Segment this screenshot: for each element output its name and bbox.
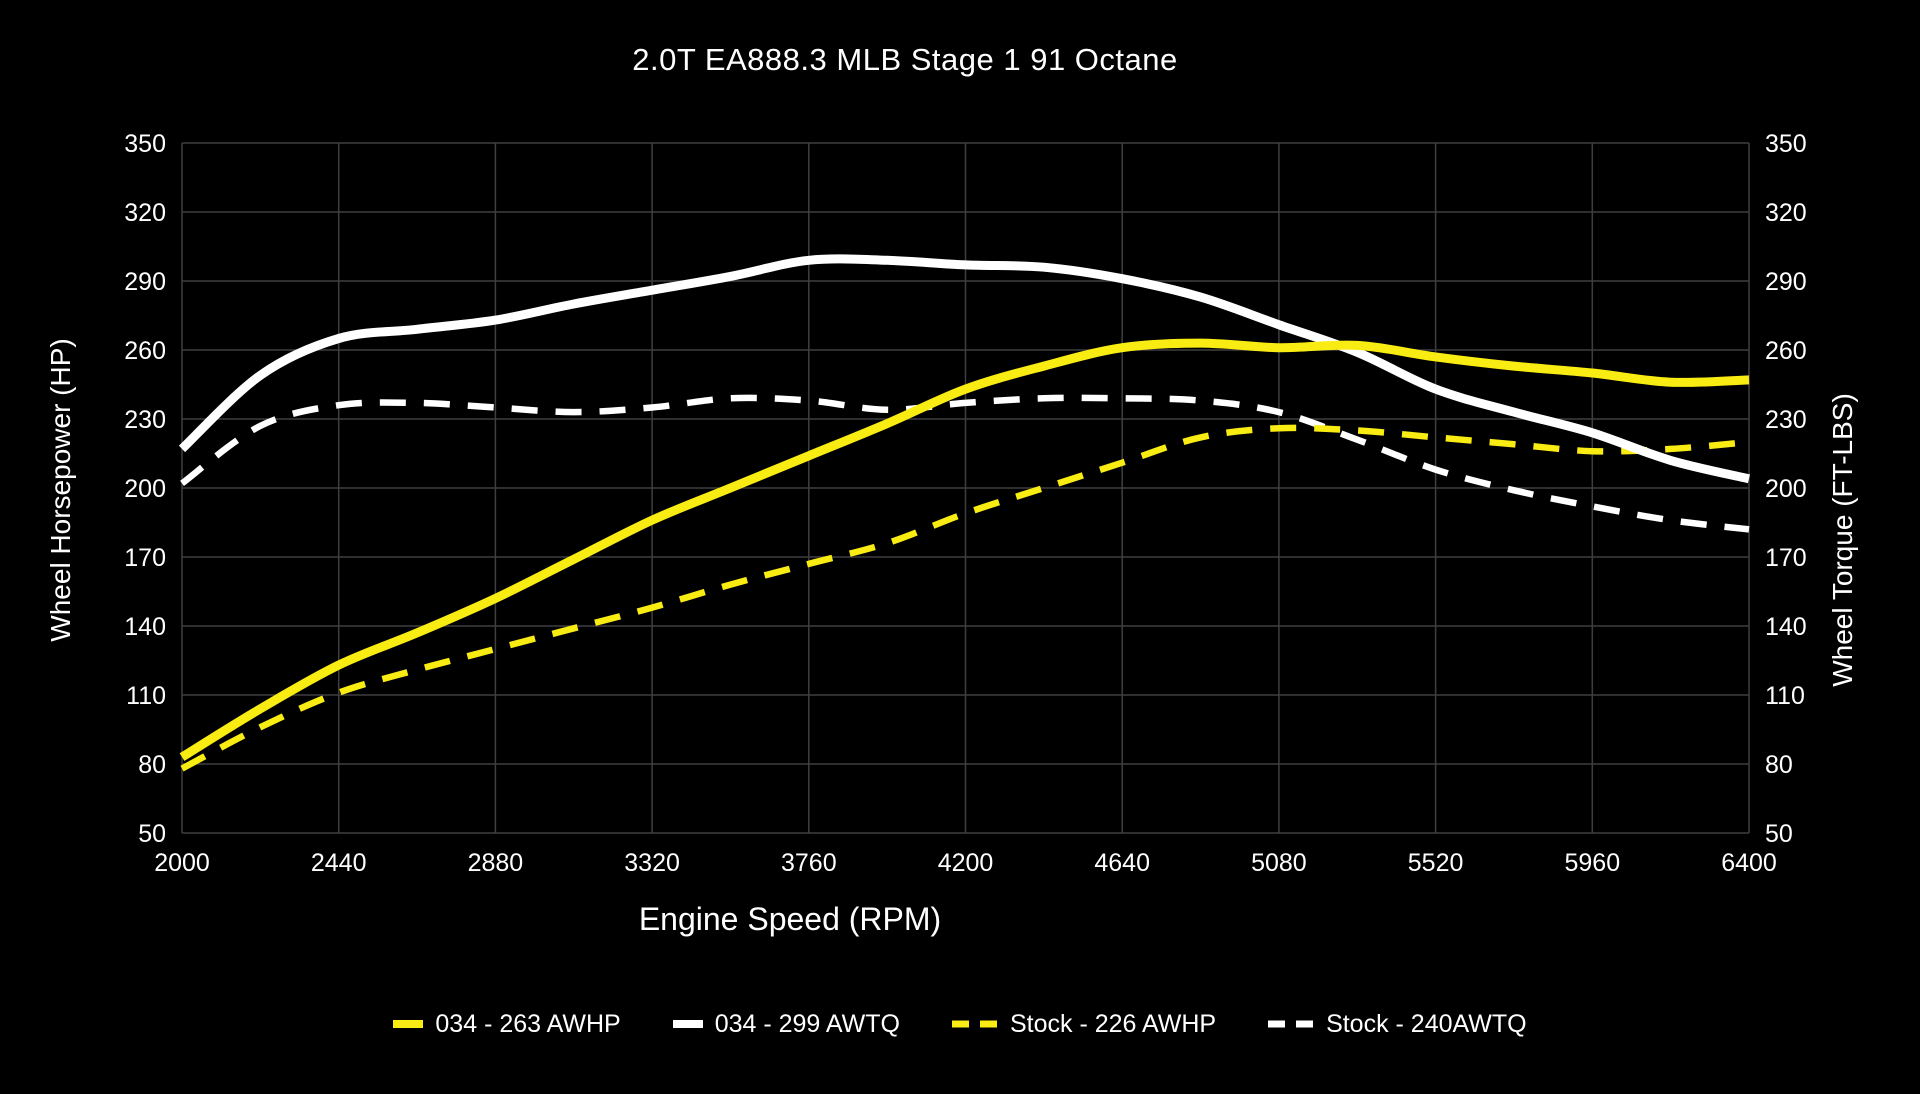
torque-axis-tick-label: 230 xyxy=(1765,406,1807,434)
rpm-axis-tick-label: 5960 xyxy=(1564,849,1620,877)
hp-axis-tick-label: 50 xyxy=(138,820,166,848)
legend-label: Stock - 226 AWHP xyxy=(1009,1009,1217,1038)
torque-axis-tick-label: 140 xyxy=(1765,613,1807,641)
torque-axis-tick-label: 200 xyxy=(1765,475,1807,503)
curve-stock-226-awhp xyxy=(180,424,1750,772)
rpm-axis-tick-label: 2880 xyxy=(468,849,524,877)
torque-axis-tick-label: 170 xyxy=(1765,544,1807,572)
rpm-axis-tick-label: 3760 xyxy=(781,849,837,877)
hp-axis-tick-label: 140 xyxy=(124,613,166,641)
hp-axis-tick-label: 200 xyxy=(124,475,166,503)
hp-axis-tick-label: 80 xyxy=(138,751,166,779)
curve-034-263-awhp xyxy=(179,338,1750,761)
hp-axis-tick-label: 260 xyxy=(124,337,166,365)
rpm-axis-tick-label: 6400 xyxy=(1721,849,1777,877)
legend-marker-dashed-line-icon xyxy=(1268,1020,1315,1028)
torque-axis-tick-label: 50 xyxy=(1765,820,1793,848)
torque-axis-tick-label: 290 xyxy=(1765,268,1807,296)
left-axis-title: Wheel Horsepower (HP) xyxy=(45,338,76,641)
rpm-axis-tick-label: 4200 xyxy=(938,849,994,877)
legend-marker-solid-line-icon xyxy=(393,1020,424,1028)
legend-label: 034 - 263 AWHP xyxy=(435,1009,621,1038)
legend-item: 034 - 263 AWHP xyxy=(393,1009,621,1039)
chart-legend: 034 - 263 AWHP 034 - 299 AWTQ Stock - 226 … xyxy=(0,1002,1920,1046)
rpm-axis-tick-label: 2440 xyxy=(311,849,367,877)
rpm-axis-tick-label: 3320 xyxy=(624,849,680,877)
hp-axis-tick-label: 320 xyxy=(124,199,166,227)
torque-axis-tick-label: 350 xyxy=(1765,130,1807,158)
torque-axis-tick-label: 110 xyxy=(1765,682,1805,710)
right-axis-title: Wheel Torque (FT-LBS) xyxy=(1827,393,1858,687)
legend-label: Stock - 240AWTQ xyxy=(1326,1009,1527,1038)
x-axis-title: Engine Speed (RPM) xyxy=(639,901,941,937)
hp-axis-tick-label: 230 xyxy=(124,406,166,434)
legend-item: Stock - 240AWTQ xyxy=(1268,1010,1527,1039)
curve-034-299-awtq xyxy=(178,254,1751,484)
hp-axis-tick-label: 290 xyxy=(124,268,166,296)
rpm-axis-tick-label: 2000 xyxy=(154,849,210,877)
legend-item: Stock - 226 AWHP xyxy=(951,1009,1217,1039)
hp-axis-tick-label: 350 xyxy=(124,130,166,158)
hp-axis-tick-label: 110 xyxy=(126,682,166,710)
curve-stock-240awtq xyxy=(180,394,1750,533)
torque-axis-tick-label: 80 xyxy=(1765,751,1793,779)
legend-label: 034 - 299 AWTQ xyxy=(714,1009,900,1038)
rpm-axis-tick-label: 4640 xyxy=(1094,849,1150,877)
legend-item: 034 - 299 AWTQ xyxy=(672,1009,900,1039)
rpm-axis-tick-label: 5080 xyxy=(1251,849,1307,877)
hp-axis-tick-label: 170 xyxy=(124,544,166,572)
legend-marker-solid-line-icon xyxy=(672,1020,703,1028)
chart-title: 2.0T EA888.3 MLB Stage 1 91 Octane xyxy=(632,42,1178,77)
rpm-axis-tick-label: 5520 xyxy=(1408,849,1464,877)
torque-axis-tick-label: 320 xyxy=(1765,199,1807,227)
torque-axis-tick-label: 260 xyxy=(1765,337,1807,365)
legend-marker-dashed-line-icon xyxy=(951,1020,998,1028)
